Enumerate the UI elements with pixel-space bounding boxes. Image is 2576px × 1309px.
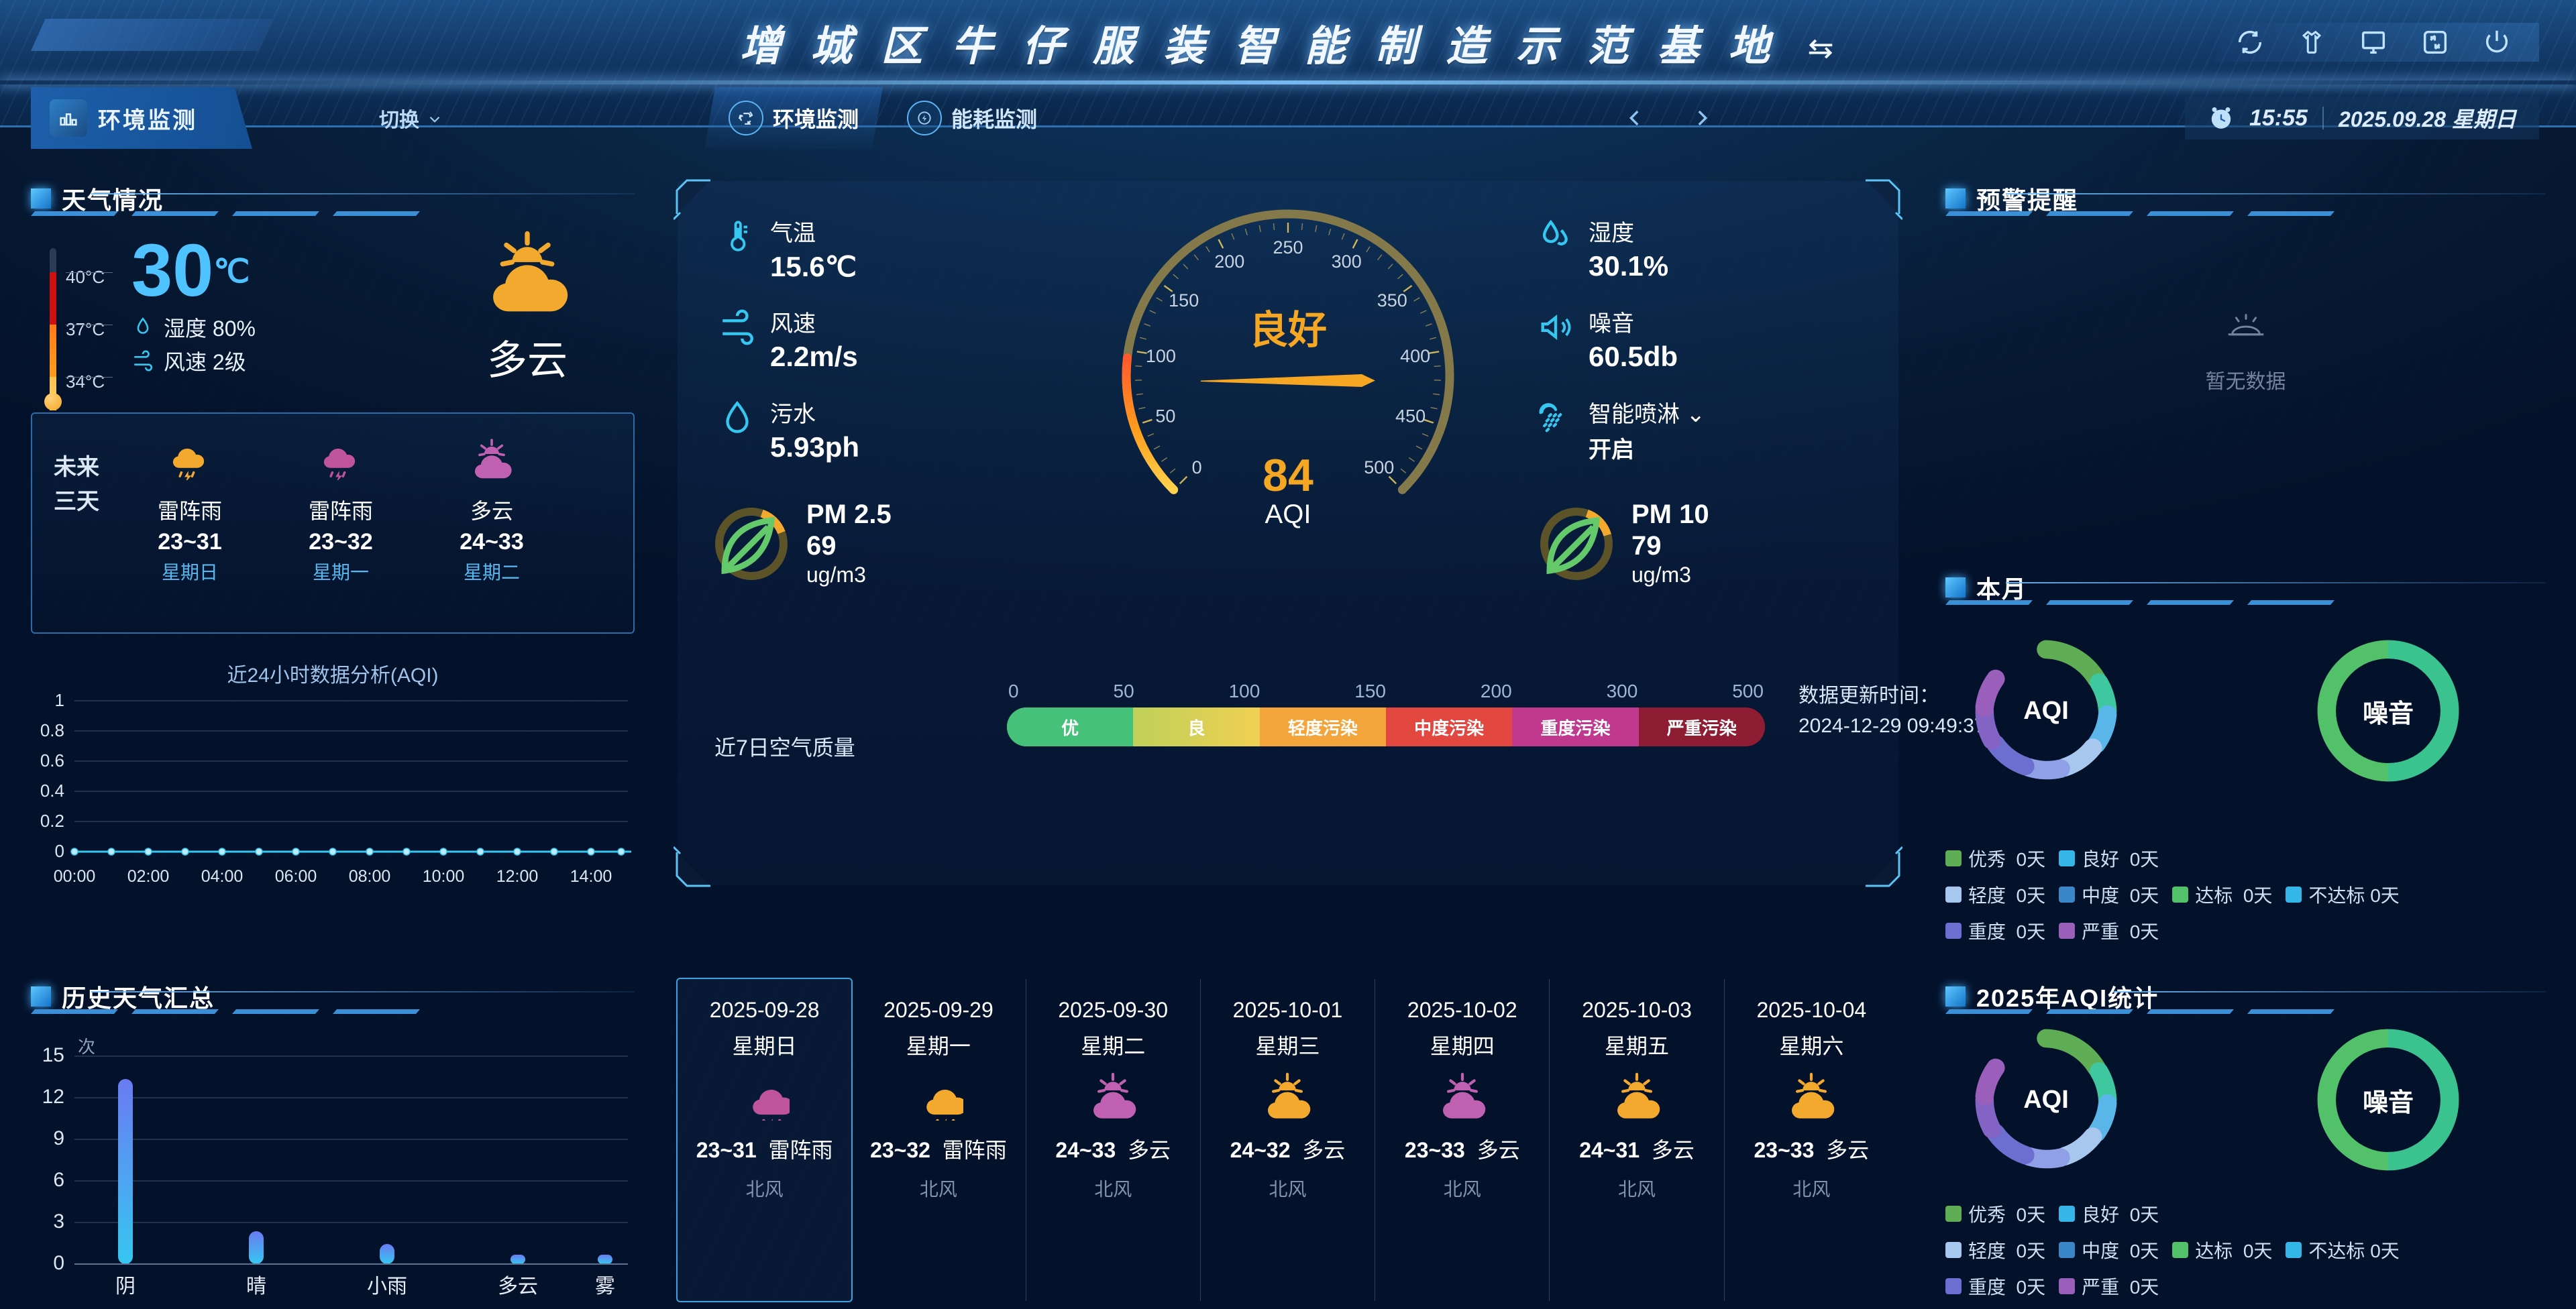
svg-text:250: 250 [1273,237,1303,258]
svg-text:0.2: 0.2 [40,811,64,831]
svg-text:00:00: 00:00 [54,867,96,886]
svg-text:10:00: 10:00 [423,867,465,886]
svg-text:0.6: 0.6 [40,750,64,771]
svg-text:6: 6 [53,1169,64,1191]
svg-text:晴: 晴 [246,1275,266,1298]
svg-text:50: 50 [1155,406,1175,426]
svg-text:12:00: 12:00 [496,867,539,886]
svg-text:1: 1 [55,690,64,710]
svg-text:阴: 阴 [115,1275,136,1298]
svg-text:200: 200 [1214,251,1244,272]
svg-text:0: 0 [55,841,64,861]
svg-text:小雨: 小雨 [367,1275,407,1298]
svg-text:02:00: 02:00 [127,867,170,886]
svg-text:次: 次 [78,1037,95,1057]
svg-text:08:00: 08:00 [349,867,391,886]
svg-text:0.8: 0.8 [40,720,64,740]
svg-text:多云: 多云 [498,1275,538,1298]
svg-text:12: 12 [42,1086,64,1108]
svg-text:9: 9 [53,1127,64,1149]
svg-text:14:00: 14:00 [570,867,612,886]
svg-text:04:00: 04:00 [201,867,244,886]
svg-text:300: 300 [1332,251,1362,272]
svg-text:15: 15 [42,1044,64,1066]
svg-text:06:00: 06:00 [275,867,317,886]
svg-text:450: 450 [1395,406,1426,426]
svg-text:0: 0 [53,1252,64,1274]
svg-text:雾: 雾 [595,1275,615,1298]
svg-text:0.4: 0.4 [40,781,64,801]
svg-text:3: 3 [53,1210,64,1233]
